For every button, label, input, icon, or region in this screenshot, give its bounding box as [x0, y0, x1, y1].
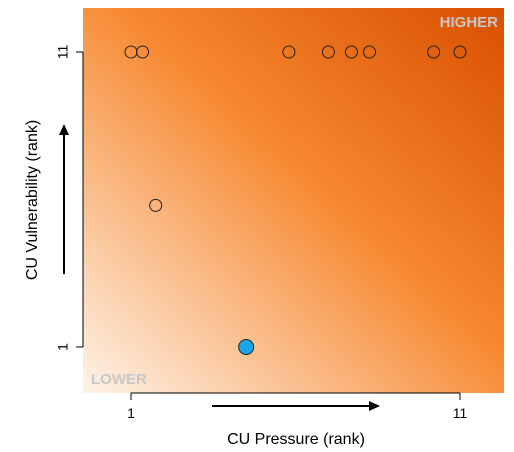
highlighted-point [238, 339, 255, 355]
y-arrow-head [59, 124, 69, 135]
y-direction-arrow [59, 124, 69, 274]
lower-label: LOWER [91, 371, 147, 388]
data-point [282, 45, 296, 59]
data-points [124, 45, 467, 355]
plot-background [83, 8, 504, 393]
x-tick-label: 11 [453, 405, 468, 421]
y-tick-label: 1 [55, 343, 71, 351]
data-point [136, 45, 150, 59]
data-point [453, 45, 467, 59]
y-axis-label: CU Vulnerability (rank) [24, 120, 41, 280]
x-arrow-head [369, 401, 380, 411]
x-tick-label: 1 [127, 405, 135, 421]
data-point [344, 45, 358, 59]
higher-label: HIGHER [440, 14, 499, 31]
x-axis: 1 11 [127, 392, 468, 421]
x-axis-label: CU Pressure (rank) [227, 431, 365, 448]
data-point [363, 45, 377, 59]
y-tick-label: 11 [55, 45, 71, 60]
y-axis: 11 1 [55, 45, 84, 351]
data-point [427, 45, 441, 59]
data-point [149, 198, 163, 212]
data-point [321, 45, 335, 59]
x-direction-arrow [212, 401, 380, 411]
